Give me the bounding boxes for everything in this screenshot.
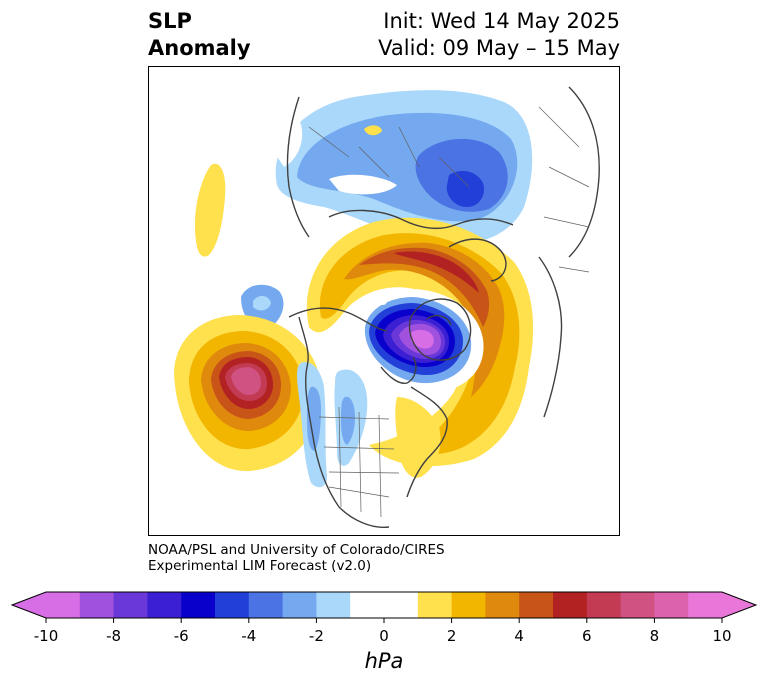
colorbar-swatch [113, 592, 148, 618]
colorbar-swatch [688, 592, 723, 618]
colorbar-swatch [417, 592, 453, 618]
colorbar-swatch [46, 592, 81, 618]
colorbar-swatch [654, 592, 689, 618]
data-credit: NOAA/PSL and University of Colorado/CIRE… [148, 542, 445, 574]
colorbar-swatch [620, 592, 655, 618]
colorbar-swatch [79, 592, 115, 618]
colorbar-swatch [553, 592, 588, 618]
colorbar-tick-label: -6 [174, 627, 189, 645]
credit-line2: Experimental LIM Forecast (v2.0) [148, 558, 372, 574]
slp-anomaly-map [148, 66, 620, 536]
colorbar-tick-label: -10 [34, 627, 59, 645]
colorbar-extend-under [12, 592, 46, 618]
colorbar-swatch [147, 592, 182, 618]
title-init-date: Init: Wed 14 May 2025 [383, 9, 620, 33]
colorbar-tick-label: 8 [650, 627, 660, 645]
credit-line1: NOAA/PSL and University of Colorado/CIRE… [148, 542, 445, 558]
colorbar-swatch [586, 592, 622, 618]
colorbar-swatch [316, 592, 351, 618]
colorbar-tick-label: -2 [309, 627, 324, 645]
colorbar-tick-label: -4 [241, 627, 256, 645]
colorbar-swatch [519, 592, 554, 618]
title-variable-line1: SLP [148, 9, 192, 33]
coastlines [286, 86, 600, 529]
eurasia-low-anomaly [271, 90, 533, 245]
colorbar-ticks: -10 -8 -6 -4 -2 0 2 4 6 8 10 [34, 618, 732, 645]
colorbar-swatch [384, 592, 419, 618]
colorbar-unit-label: hPa [364, 649, 404, 673]
map-svg [149, 86, 600, 529]
map-title-variable: SLP Anomaly [148, 8, 251, 62]
western-north-america-low-strip [297, 362, 368, 488]
colorbar-swatch [485, 592, 520, 618]
colorbar-extend-over [722, 592, 756, 618]
map-title-dates: Init: Wed 14 May 2025 Valid: 09 May – 15… [330, 8, 620, 62]
colorbar-swatch [451, 592, 486, 618]
colorbar-swatch [282, 592, 317, 618]
political-borders [308, 106, 590, 518]
colorbar-swatches [10, 591, 758, 619]
colorbar-swatch [215, 592, 250, 618]
map-edge-strip [149, 285, 155, 319]
colorbar-swatch [350, 592, 385, 618]
title-valid-range: Valid: 09 May – 15 May [378, 36, 620, 60]
arctic-canada-low-anomaly [358, 289, 484, 394]
colorbar-swatch [181, 592, 216, 618]
colorbar-tick-label: 0 [379, 627, 389, 645]
colorbar-tick-label: -8 [106, 627, 121, 645]
colorbar: -10 -8 -6 -4 -2 0 2 4 6 8 10 [10, 591, 758, 645]
colorbar-tick-label: 10 [712, 627, 731, 645]
northeast-pacific-high-anomaly [174, 315, 322, 472]
colorbar-tick-label: 4 [514, 627, 524, 645]
colorbar-tick-label: 2 [447, 627, 457, 645]
west-pacific-positive-streak [194, 163, 226, 257]
colorbar-tick-label: 6 [582, 627, 592, 645]
title-variable-line2: Anomaly [148, 36, 251, 60]
colorbar-swatch [248, 592, 284, 618]
